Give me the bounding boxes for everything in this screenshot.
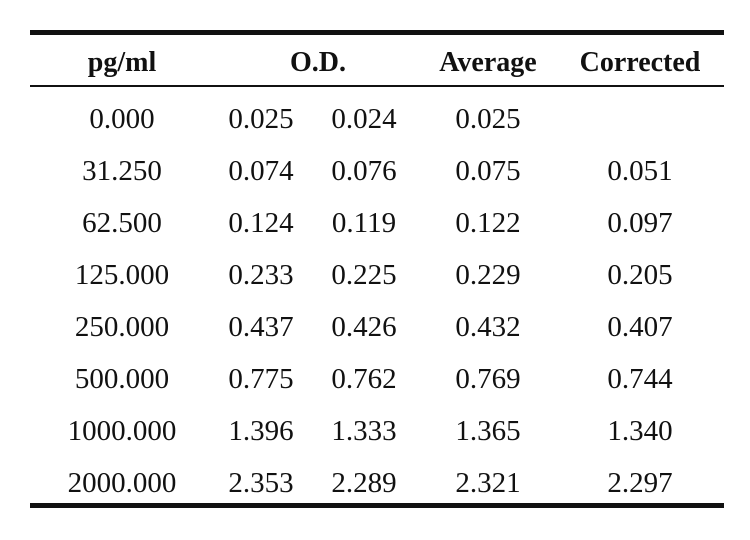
- cell-concentration: 250.000: [74, 311, 170, 343]
- cell-corrected: 1.340: [607, 415, 673, 447]
- cell-od-1: 1.396: [228, 415, 294, 447]
- cell-od-2: 0.119: [331, 207, 397, 239]
- cell-average: 1.365: [455, 415, 521, 447]
- cell-corrected: 0.744: [607, 363, 673, 395]
- cell-concentration: 2000.000: [67, 467, 177, 499]
- cell-concentration: 31.250: [82, 155, 162, 187]
- cell-average: 0.769: [455, 363, 521, 395]
- cell-od-1: 0.074: [228, 155, 294, 187]
- header-average: Average: [439, 47, 537, 78]
- cell-average: 0.075: [455, 155, 521, 187]
- cell-od-1: 0.025: [228, 103, 294, 135]
- cell-corrected: 0.407: [607, 311, 673, 343]
- cell-concentration: 125.000: [74, 259, 170, 291]
- table-row: 62.500 0.124 0.119 0.122 0.097: [0, 204, 750, 244]
- cell-average: 2.321: [455, 467, 521, 499]
- table-row: 250.000 0.437 0.426 0.432 0.407: [0, 308, 750, 348]
- cell-concentration: 1000.000: [67, 415, 177, 447]
- cell-od-1: 0.124: [228, 207, 294, 239]
- cell-corrected: 0.205: [607, 259, 673, 291]
- header-od: O.D.: [290, 47, 346, 78]
- cell-od-2: 0.762: [331, 363, 397, 395]
- cell-corrected: 2.297: [607, 467, 673, 499]
- header-corrected: Corrected: [579, 47, 701, 78]
- cell-od-2: 0.426: [331, 311, 397, 343]
- cell-od-1: 2.353: [228, 467, 294, 499]
- cell-od-2: 1.333: [331, 415, 397, 447]
- table-row: 31.250 0.074 0.076 0.075 0.051: [0, 152, 750, 192]
- cell-average: 0.229: [455, 259, 521, 291]
- table-row: 1000.000 1.396 1.333 1.365 1.340: [0, 412, 750, 452]
- cell-od-2: 2.289: [331, 467, 397, 499]
- cell-corrected: 0.051: [607, 155, 673, 187]
- table-row: 2000.000 2.353 2.289 2.321 2.297: [0, 464, 750, 504]
- cell-od-1: 0.775: [228, 363, 294, 395]
- table-header-rule: [30, 85, 724, 87]
- table-row: 0.000 0.025 0.024 0.025: [0, 100, 750, 140]
- table-bottom-rule: [30, 503, 724, 508]
- table-row: 125.000 0.233 0.225 0.229 0.205: [0, 256, 750, 296]
- table-top-rule: [30, 30, 724, 35]
- cell-od-2: 0.076: [331, 155, 397, 187]
- header-pg-ml: pg/ml: [87, 47, 157, 78]
- cell-od-2: 0.024: [331, 103, 397, 135]
- cell-average: 0.432: [455, 311, 521, 343]
- cell-od-2: 0.225: [331, 259, 397, 291]
- cell-concentration: 500.000: [74, 363, 170, 395]
- cell-concentration: 62.500: [82, 207, 162, 239]
- cell-corrected: 0.097: [607, 207, 673, 239]
- cell-od-1: 0.437: [228, 311, 294, 343]
- cell-average: 0.122: [455, 207, 521, 239]
- cell-concentration: 0.000: [89, 103, 155, 135]
- cell-od-1: 0.233: [228, 259, 294, 291]
- cell-average: 0.025: [455, 103, 521, 135]
- table-row: 500.000 0.775 0.762 0.769 0.744: [0, 360, 750, 400]
